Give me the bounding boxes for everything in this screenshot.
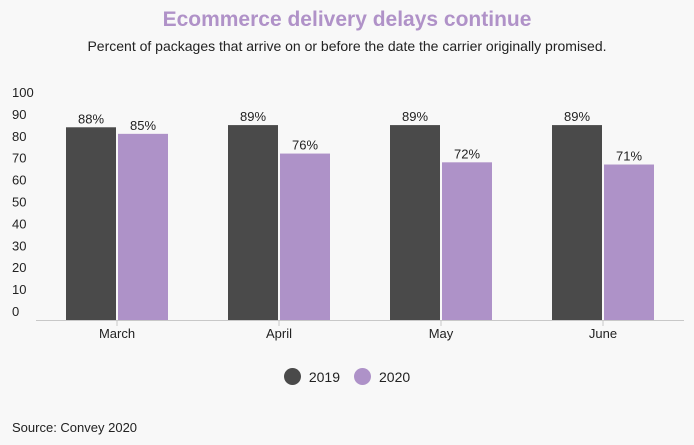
x-category-label: June bbox=[589, 326, 617, 341]
y-tick-label: 40 bbox=[12, 216, 26, 231]
y-tick-label: 10 bbox=[12, 282, 26, 297]
chart-title: Ecommerce delivery delays continue bbox=[162, 8, 532, 31]
data-label: 89% bbox=[564, 109, 590, 124]
y-tick-label: 90 bbox=[12, 107, 26, 122]
bar-2020-march bbox=[118, 133, 168, 320]
bar-2019-may bbox=[390, 125, 440, 320]
y-tick-label: 20 bbox=[12, 260, 26, 275]
x-category-label: March bbox=[99, 326, 135, 341]
legend-swatch-2019 bbox=[283, 368, 301, 385]
data-label: 89% bbox=[240, 109, 266, 124]
y-tick-label: 0 bbox=[12, 304, 19, 319]
y-tick-label: 100 bbox=[12, 85, 34, 100]
data-label: 89% bbox=[402, 109, 428, 124]
y-tick-label: 50 bbox=[12, 195, 26, 210]
bar-2020-may bbox=[442, 162, 492, 320]
x-category-label: May bbox=[429, 326, 454, 341]
data-label: 72% bbox=[454, 146, 480, 161]
legend-swatch-2020 bbox=[354, 368, 371, 385]
y-tick-label: 80 bbox=[12, 129, 26, 144]
data-label: 85% bbox=[130, 118, 156, 133]
source-note: Source: Convey 2020 bbox=[12, 420, 138, 435]
y-tick-label: 30 bbox=[12, 238, 26, 253]
data-label: 71% bbox=[616, 149, 642, 164]
y-tick-label: 60 bbox=[12, 173, 26, 188]
bar-2019-march bbox=[66, 127, 116, 320]
x-category-label: April bbox=[266, 326, 292, 341]
legend-label-2020: 2020 bbox=[379, 368, 411, 385]
legend-item-2020: 2020 bbox=[354, 368, 410, 385]
data-label: 88% bbox=[78, 111, 104, 126]
data-label: 76% bbox=[292, 138, 318, 153]
bar-2019-june bbox=[552, 125, 602, 320]
legend-item-2019: 2019 bbox=[283, 368, 340, 385]
bar-2020-april bbox=[280, 153, 330, 320]
bar-2020-june bbox=[604, 164, 654, 320]
legend: 2019 2020 bbox=[0, 368, 694, 385]
y-tick-label: 70 bbox=[12, 151, 26, 166]
chart-subtitle: Percent of packages that arrive on or be… bbox=[87, 38, 607, 54]
bar-2019-april bbox=[228, 125, 278, 320]
legend-label-2019: 2019 bbox=[308, 368, 340, 385]
bar-chart: 0 10 20 30 40 50 60 70 80 90 100 88% 85% March 89% 76% A… bbox=[12, 85, 684, 341]
